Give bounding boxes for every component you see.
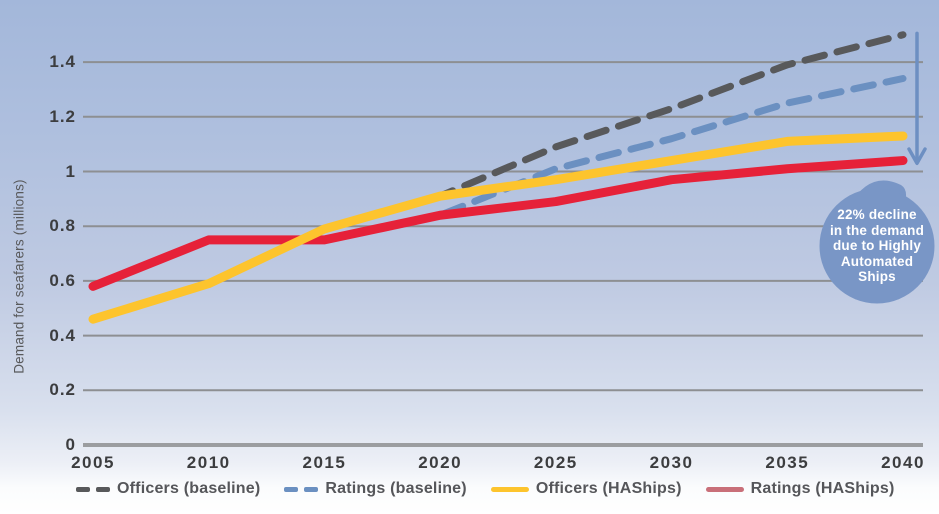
x-tick-label: 2035 xyxy=(765,453,810,472)
legend-item-ratings-haships-: Ratings (HAShips) xyxy=(705,480,895,498)
annotation-bubble xyxy=(819,188,935,304)
annotation-line: in the demand xyxy=(829,222,925,238)
decline-arrow-head xyxy=(907,147,927,166)
dash-segment xyxy=(304,486,319,492)
y-tick-label: 1.2 xyxy=(49,106,76,126)
solid-line-swatch-icon xyxy=(490,486,529,492)
legend-label: Ratings (baseline) xyxy=(325,480,467,497)
y-axis-title: Demand for seafarers (millions) xyxy=(11,179,27,374)
legend-item-officers-haships-: Officers (HAShips) xyxy=(490,480,682,498)
series-line-ratings-haships- xyxy=(88,156,908,291)
x-tick-label: 2030 xyxy=(649,453,694,472)
annotation-bubble-text: 22% decline in the demand due to Highly Aut… xyxy=(820,189,934,303)
solid-line-swatch-icon xyxy=(705,486,744,492)
series-line-ratings-baseline- xyxy=(89,75,907,290)
legend-item-ratings-baseline-: Ratings (baseline) xyxy=(284,480,467,498)
annotation-line: due to Highly xyxy=(832,238,922,254)
dash-segment xyxy=(96,486,110,492)
x-tick-label: 2010 xyxy=(186,453,231,472)
y-tick-label: 0.4 xyxy=(49,325,76,345)
dash-segment xyxy=(76,486,90,492)
chart-legend: Officers (baseline) Ratings (baseline) Off… xyxy=(76,480,895,498)
dashed-line-swatch-icon xyxy=(76,486,110,492)
y-tick-label: 1 xyxy=(65,161,76,181)
dashed-line-swatch-icon xyxy=(284,486,319,492)
x-tick-label: 2025 xyxy=(533,453,578,472)
y-tick-label: 0.6 xyxy=(49,270,76,290)
legend-label: Officers (HAShips) xyxy=(535,480,682,497)
legend-label: Officers (baseline) xyxy=(117,480,261,497)
annotation-line: Ships xyxy=(858,269,896,285)
x-tick-label: 2040 xyxy=(881,453,925,472)
x-tick-label: 2015 xyxy=(302,453,347,472)
annotation-line: 22% decline xyxy=(837,206,917,222)
solid-segment xyxy=(705,486,744,492)
solid-segment xyxy=(490,486,529,492)
dash-segment xyxy=(284,486,299,492)
x-tick-label: 2005 xyxy=(71,453,115,472)
y-tick-label: 0 xyxy=(65,435,76,454)
y-tick-label: 0.8 xyxy=(49,216,76,236)
x-tick-label: 2020 xyxy=(418,453,463,472)
annotation-line: Automated xyxy=(840,253,914,269)
y-tick-label: 1.4 xyxy=(49,52,76,72)
series-line-officers-haships- xyxy=(88,131,908,324)
y-tick-label: 0.2 xyxy=(49,380,76,400)
legend-item-officers-baseline-: Officers (baseline) xyxy=(76,480,260,498)
legend-label: Ratings (HAShips) xyxy=(750,480,895,497)
